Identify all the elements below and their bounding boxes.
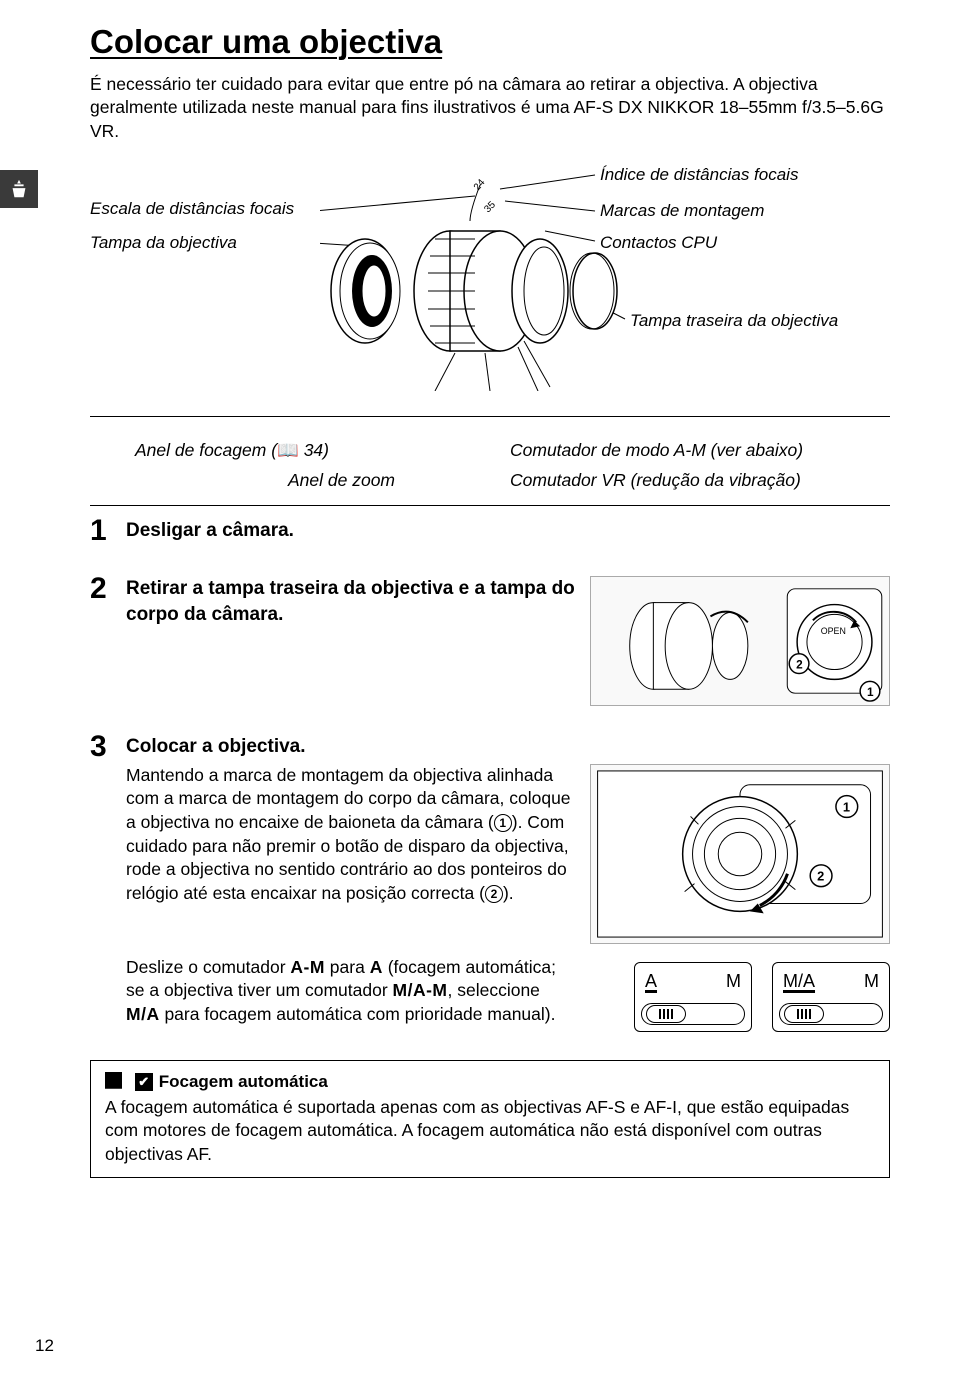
- switch-am-a: A: [645, 969, 657, 993]
- switch-track: [779, 1003, 883, 1025]
- page-title: Colocar uma objectiva: [90, 20, 890, 65]
- switch-ma-m: M/A M: [772, 962, 890, 1032]
- step-3-p1: Mantendo a marca de montagem da objectiv…: [126, 764, 572, 944]
- svg-text:24: 24: [472, 177, 488, 193]
- step-2-figure: OPEN 2 1: [590, 576, 890, 706]
- intro-text: É necessário ter cuidado para evitar que…: [90, 73, 890, 144]
- svg-text:1: 1: [843, 799, 850, 814]
- label-focal-scale: Escala de distâncias focais: [90, 199, 294, 219]
- switch-mam-m: M: [864, 969, 879, 993]
- note-box: ✔Focagem automática A focagem automática…: [90, 1060, 890, 1178]
- label-vr-switch: Comutador VR (redução da vibração): [510, 469, 801, 493]
- step-number: 1: [90, 516, 112, 548]
- note-title: ✔Focagem automática: [105, 1071, 875, 1094]
- page-ref-icon: 📖: [277, 440, 299, 460]
- switch-knob: [646, 1005, 686, 1023]
- label-am-switch: Comutador de modo A-M (ver abaixo): [510, 439, 803, 463]
- label-focus-ring: Anel de focagem (📖 34): [135, 439, 329, 463]
- svg-text:35: 35: [482, 200, 498, 216]
- svg-text:2: 2: [796, 658, 803, 672]
- label-lens-cap: Tampa da objectiva: [90, 233, 237, 253]
- svg-text:OPEN: OPEN: [821, 626, 846, 636]
- section-tab-icon: [0, 170, 38, 208]
- step-number: 3: [90, 732, 112, 762]
- step-3-figure: 1 2: [590, 764, 890, 944]
- switch-figures: A M M/A M: [590, 962, 890, 1032]
- circled-2-icon: 2: [485, 885, 503, 903]
- switch-knob: [784, 1005, 824, 1023]
- step-title: Retirar a tampa traseira da objectiva e …: [126, 576, 576, 627]
- svg-text:2: 2: [817, 868, 824, 883]
- step-3: 3 Colocar a objectiva. Mantendo a marca …: [90, 734, 890, 1032]
- switch-am-m: M: [726, 969, 741, 993]
- step-2: 2 Retirar a tampa traseira da objectiva …: [90, 576, 890, 706]
- step-title: Colocar a objectiva.: [126, 734, 890, 760]
- step-1: 1 Desligar a câmara.: [90, 518, 890, 548]
- callout-row: Anel de focagem (📖 34) Anel de zoom Comu…: [90, 416, 890, 506]
- lens-diagram: Índice de distâncias focais Marcas de mo…: [90, 161, 890, 416]
- switch-track: [641, 1003, 745, 1025]
- step-title: Desligar a câmara.: [126, 518, 890, 544]
- note-icon: ✔: [135, 1073, 153, 1091]
- circled-1-icon: 1: [494, 814, 512, 832]
- note-body: A focagem automática é suportada apenas …: [105, 1096, 875, 1167]
- steps-list: 1 Desligar a câmara. 2 Retirar a tampa t…: [90, 518, 890, 1031]
- lens-illustration: 24 35: [320, 161, 665, 391]
- switch-am: A M: [634, 962, 752, 1032]
- step-3-p2: Deslize o comutador A-M para A (focagem …: [126, 956, 572, 1032]
- svg-text:1: 1: [867, 685, 874, 699]
- step-number: 2: [90, 574, 112, 604]
- switch-mam-a: M/A: [783, 969, 815, 993]
- page-number: 12: [35, 1335, 54, 1358]
- label-zoom-ring: Anel de zoom: [288, 469, 395, 493]
